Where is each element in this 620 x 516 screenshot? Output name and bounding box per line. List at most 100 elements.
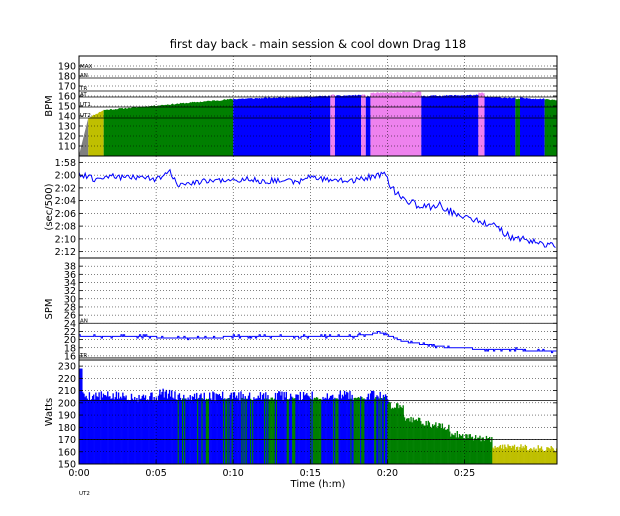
chart-title: first day back - main session & cool dow… — [170, 37, 466, 51]
watt-bar-256 — [353, 397, 355, 464]
spm-y-tick-label-2: 20 — [64, 335, 76, 346]
watt-bar-120 — [206, 399, 209, 464]
watt-bar-373 — [478, 437, 480, 464]
watt-bar-181 — [272, 399, 275, 464]
watt-bar-370 — [474, 435, 477, 464]
hr-zone-label-UT2: UT2 — [80, 113, 91, 119]
watt-bar-13 — [93, 394, 95, 464]
hr-segment-blue-9 — [421, 94, 479, 156]
watt-bar-359 — [463, 438, 465, 464]
spm-zone-lines: AN TR — [79, 318, 557, 359]
watt-bar-90 — [175, 399, 177, 464]
watt-bar-397 — [504, 444, 506, 464]
watt-bar-6 — [85, 395, 87, 464]
watt-bar-361 — [465, 434, 467, 464]
watt-bar-345 — [448, 424, 450, 464]
watt-bar-262 — [360, 396, 362, 464]
watt-bar-24 — [104, 395, 107, 464]
watt-bar-106 — [191, 396, 194, 464]
watt-bar-18 — [98, 392, 100, 464]
watt-bar-414 — [522, 446, 524, 464]
watt-bar-15 — [95, 392, 97, 464]
watt-bar-350 — [453, 435, 455, 464]
watt-bar-82 — [166, 398, 169, 464]
watt-bar-194 — [286, 399, 289, 464]
watt-bar-249 — [346, 391, 348, 464]
watt-bar-283 — [382, 394, 385, 464]
watt-bar-31 — [112, 393, 114, 464]
watt-bar-356 — [459, 435, 462, 464]
hr-zone-label-UT1: UT1 — [80, 102, 91, 108]
watt-bar-369 — [473, 438, 476, 464]
watts-y-tick-label-0: 150 — [58, 460, 76, 471]
watt-bar-435 — [545, 450, 547, 464]
watt-bar-293 — [392, 408, 395, 464]
watt-bar-230 — [325, 398, 327, 464]
watt-bar-270 — [368, 399, 371, 464]
watt-bar-261 — [359, 398, 361, 464]
watt-bar-379 — [484, 439, 487, 464]
watt-bar-187 — [279, 391, 281, 464]
x-tick-label-4: 0:20 — [377, 468, 398, 479]
watt-bar-67 — [151, 392, 153, 464]
watt-bar-360 — [464, 438, 466, 464]
watt-bar-405 — [512, 446, 515, 464]
watt-bar-312 — [412, 417, 414, 464]
watt-bar-145 — [233, 392, 236, 464]
watt-bar-386 — [492, 447, 494, 464]
watt-bar-102 — [187, 397, 189, 464]
watt-bar-313 — [413, 420, 415, 464]
watt-bar-154 — [243, 398, 245, 464]
watt-bar-197 — [289, 393, 292, 464]
watt-bar-443 — [553, 450, 556, 464]
spm-grid — [79, 258, 557, 360]
watt-bar-407 — [514, 449, 517, 464]
watt-bar-47 — [129, 400, 132, 464]
watt-bar-0 — [79, 368, 81, 464]
watt-bar-344 — [447, 428, 449, 464]
watt-bar-222 — [316, 397, 319, 464]
watt-bar-193 — [285, 391, 287, 464]
watt-bar-125 — [212, 391, 214, 464]
hr-zone-label-MAX: MAX — [80, 64, 93, 70]
watt-bar-220 — [314, 398, 317, 464]
watt-bar-438 — [548, 448, 550, 464]
spm-y-tick-label-3: 22 — [64, 327, 76, 338]
watt-bar-88 — [173, 398, 175, 464]
watt-bar-237 — [333, 398, 335, 464]
spm-y-tick-label-0: 16 — [64, 351, 76, 362]
watt-bar-326 — [427, 420, 430, 464]
watt-bar-233 — [328, 397, 331, 464]
watt-bar-60 — [143, 397, 146, 464]
pace-y-tick-label-4: 2:06 — [55, 209, 76, 220]
watt-bar-240 — [336, 398, 338, 464]
watt-bar-37 — [118, 398, 121, 464]
watt-bar-160 — [250, 398, 252, 464]
watt-bar-255 — [352, 399, 354, 464]
watt-bar-169 — [259, 392, 262, 464]
pace-y-tick-label-0: 1:58 — [55, 158, 76, 169]
watt-bar-203 — [296, 394, 298, 464]
watt-bar-236 — [332, 394, 334, 464]
watt-bar-399 — [506, 448, 508, 464]
watt-bar-211 — [305, 394, 307, 464]
watt-bar-1 — [80, 368, 82, 464]
watt-bar-116 — [202, 398, 204, 464]
watt-bar-372 — [477, 437, 479, 464]
watt-bar-95 — [179, 397, 182, 464]
watt-bar-244 — [340, 398, 343, 464]
watt-bar-63 — [147, 399, 149, 464]
watt-bar-158 — [247, 395, 250, 464]
watt-bar-299 — [399, 405, 401, 464]
watt-bar-119 — [205, 398, 208, 464]
watt-bar-114 — [200, 393, 202, 464]
watt-bar-171 — [261, 394, 264, 464]
watt-bar-150 — [239, 400, 241, 464]
watt-bar-185 — [276, 393, 279, 464]
hr-segment-violet-4 — [330, 94, 335, 156]
watt-bar-296 — [396, 403, 398, 464]
watts-y-tick-label-5: 200 — [58, 398, 76, 409]
watts-frame — [78, 359, 558, 465]
hr-zone-label-TR: TR — [79, 86, 87, 92]
watt-bar-321 — [422, 423, 424, 464]
